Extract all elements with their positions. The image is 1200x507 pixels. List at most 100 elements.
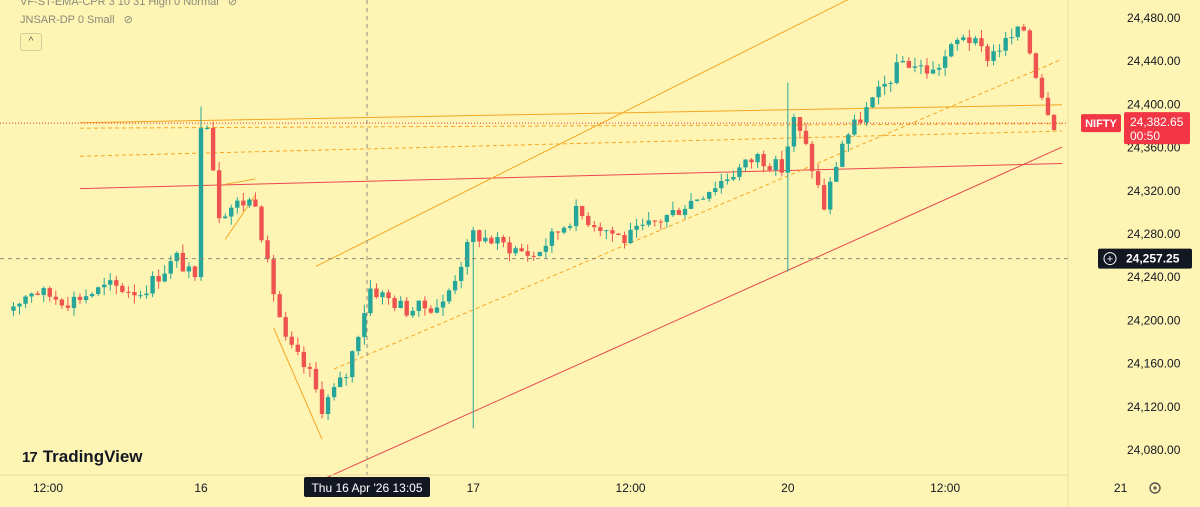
candle — [247, 197, 252, 209]
countdown-label: 00:50 — [1130, 129, 1160, 143]
horizontal-resistance-level[interactable] — [79, 162, 1063, 190]
candle — [682, 205, 688, 220]
candle — [870, 96, 875, 108]
gear-icon[interactable] — [1149, 482, 1161, 494]
indicator-legend-1[interactable]: VF-ST-EMA-CPR 3 10 31 High 0 Normal ⊘ — [20, 0, 237, 8]
candle — [731, 170, 736, 182]
candle — [458, 261, 464, 289]
y-tick-label: 24,400.00 — [1127, 97, 1181, 111]
candle — [132, 284, 137, 304]
candle — [434, 299, 440, 314]
candle — [640, 218, 645, 231]
candle — [337, 371, 343, 388]
candle — [210, 121, 216, 172]
plus-icon[interactable] — [1103, 252, 1117, 266]
chevron-up-icon[interactable]: ^ — [20, 33, 42, 51]
candle — [410, 306, 415, 318]
wedge-upper[interactable] — [225, 178, 256, 185]
candle — [979, 30, 984, 53]
candle — [737, 164, 742, 181]
candle — [973, 35, 978, 46]
x-tick-label: 17 — [467, 481, 481, 495]
y-tick-label: 24,160.00 — [1127, 357, 1181, 371]
indicator-label: VF-ST-EMA-CPR 3 10 31 High 0 Normal — [20, 0, 219, 8]
candle — [864, 102, 869, 126]
candle — [961, 34, 966, 42]
candle — [767, 163, 772, 173]
candle — [652, 220, 657, 227]
candle — [670, 201, 676, 217]
candle — [404, 297, 409, 318]
candle — [997, 44, 1002, 58]
logo-mark: 17 — [22, 448, 38, 466]
candle — [11, 302, 16, 317]
candle — [821, 178, 827, 211]
candle — [265, 235, 270, 263]
y-tick-label: 24,240.00 — [1127, 270, 1181, 284]
candle — [676, 207, 682, 215]
candle — [241, 193, 246, 212]
candle — [204, 125, 210, 130]
candle — [942, 50, 948, 76]
candle — [59, 298, 65, 309]
candle — [519, 243, 524, 252]
candle — [319, 381, 325, 419]
rising-channel-lower[interactable] — [315, 146, 1063, 483]
indicator-legend-2[interactable]: JNSAR-DP 0 Small ⊘ — [20, 13, 133, 26]
candle — [83, 289, 89, 304]
candle — [549, 227, 555, 253]
candle — [71, 291, 77, 316]
candle — [23, 294, 28, 309]
eye-slash-icon[interactable]: ⊘ — [123, 14, 133, 26]
candle — [1039, 74, 1045, 101]
x-tick-label: 12:00 — [930, 481, 960, 495]
candle — [17, 302, 22, 315]
candle — [114, 275, 119, 295]
crosshair-time-label: Thu 16 Apr '26 13:05 — [311, 481, 422, 495]
candle — [465, 239, 470, 275]
candle — [713, 181, 718, 196]
candle — [108, 273, 113, 291]
falling-channel[interactable] — [273, 327, 323, 440]
tradingview-logo: 17 TradingView — [22, 447, 143, 467]
candle — [579, 205, 585, 220]
candle — [918, 59, 924, 75]
candle — [991, 44, 996, 66]
indicator-label: JNSAR-DP 0 Small — [20, 14, 115, 26]
candle — [223, 213, 228, 219]
candle — [65, 296, 71, 312]
candle — [53, 290, 58, 305]
rising-channel-middle[interactable] — [333, 58, 1063, 370]
candle — [852, 114, 857, 137]
candle — [967, 29, 972, 51]
candle — [156, 269, 161, 289]
last-price-label: 24,382.65 — [1130, 115, 1184, 129]
candle — [791, 113, 797, 153]
candle — [428, 305, 434, 315]
x-tick-label: 20 — [781, 481, 795, 495]
candle — [35, 290, 40, 296]
candle — [900, 56, 905, 63]
candle — [168, 255, 173, 279]
candle — [77, 293, 83, 304]
dashed-level-2[interactable] — [79, 123, 1063, 129]
dashed-level-1[interactable] — [79, 130, 1063, 157]
candle — [150, 271, 155, 298]
eye-slash-icon[interactable]: ⊘ — [227, 0, 237, 8]
rising-channel-upper[interactable] — [315, 0, 854, 267]
candle — [719, 173, 724, 194]
horizontal-support-level[interactable] — [79, 104, 1063, 124]
candle — [374, 283, 379, 299]
y-tick-label: 24,080.00 — [1127, 443, 1181, 457]
candle — [525, 244, 530, 262]
candle — [495, 232, 500, 250]
x-tick-label: 21 — [1114, 481, 1128, 495]
candle — [229, 204, 234, 225]
candle — [985, 43, 990, 67]
candle — [144, 285, 149, 299]
candle — [180, 244, 186, 272]
candle — [102, 277, 107, 296]
candle — [41, 286, 46, 303]
